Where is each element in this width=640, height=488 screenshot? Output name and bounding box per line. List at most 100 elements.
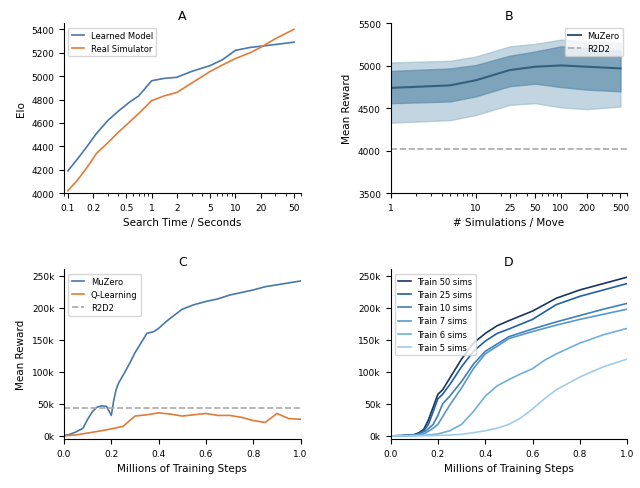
Learned Model: [135, 94, 143, 100]
Train 7 sims: [458, 385, 465, 391]
MuZero: [84, 416, 92, 422]
Real Simulator: [271, 37, 279, 42]
Train 6 sims: [623, 326, 631, 332]
Train 10 sims: [529, 326, 536, 332]
Train 25 sims: [439, 391, 447, 397]
Line: Train 7 sims: Train 7 sims: [390, 309, 627, 436]
Q-Learning: [60, 433, 68, 439]
Learned Model: [219, 58, 227, 63]
Train 25 sims: [420, 428, 428, 434]
Train 10 sims: [439, 401, 447, 407]
Train 6 sims: [446, 428, 454, 434]
Train 50 sims: [493, 323, 501, 329]
Train 10 sims: [410, 432, 418, 438]
Train 6 sims: [422, 432, 430, 438]
Title: C: C: [178, 256, 187, 269]
Line: Train 25 sims: Train 25 sims: [390, 284, 627, 436]
MuZero: [60, 433, 68, 439]
Train 6 sims: [458, 422, 465, 427]
Train 25 sims: [552, 302, 560, 308]
Q-Learning: [190, 412, 198, 418]
Real Simulator: [206, 69, 214, 75]
Train 10 sims: [434, 413, 442, 419]
MuZero: [166, 316, 174, 322]
Train 5 sims: [458, 431, 465, 437]
Train 7 sims: [600, 312, 607, 318]
MuZero: [202, 299, 210, 305]
Title: B: B: [504, 10, 513, 23]
Real Simulator: [148, 99, 156, 104]
Learned Model: [206, 63, 214, 69]
Learned Model: [173, 75, 180, 81]
Train 7 sims: [417, 432, 425, 438]
Q-Learning: [273, 411, 281, 417]
Train 50 sims: [439, 387, 447, 393]
Train 25 sims: [623, 281, 631, 287]
Train 6 sims: [552, 351, 560, 357]
Learned Model: [188, 69, 195, 75]
Learned Model: [232, 48, 239, 54]
Train 5 sims: [600, 364, 607, 370]
Y-axis label: Elo: Elo: [16, 101, 26, 117]
MuZero: [115, 381, 122, 386]
Q-Learning: [226, 413, 234, 419]
Train 7 sims: [410, 432, 418, 438]
Train 50 sims: [470, 341, 477, 346]
Train 5 sims: [434, 433, 442, 439]
MuZero: [582, 64, 590, 70]
Train 25 sims: [600, 287, 607, 293]
Q-Learning: [119, 424, 127, 429]
X-axis label: Search Time / Seconds: Search Time / Seconds: [123, 218, 241, 228]
MuZero: [65, 432, 72, 438]
MuZero: [506, 68, 513, 74]
Train 6 sims: [410, 433, 418, 439]
Real Simulator: [93, 151, 100, 157]
Train 5 sims: [517, 415, 525, 421]
Train 5 sims: [422, 433, 430, 439]
Train 50 sims: [415, 430, 423, 436]
Q-Learning: [202, 411, 210, 417]
Train 50 sims: [420, 427, 428, 432]
X-axis label: Millions of Training Steps: Millions of Training Steps: [444, 464, 574, 473]
Train 5 sims: [410, 433, 418, 439]
MuZero: [93, 405, 101, 410]
Train 6 sims: [600, 332, 607, 338]
Train 50 sims: [429, 405, 437, 410]
Legend: MuZero, R2D2: MuZero, R2D2: [565, 29, 623, 57]
Train 6 sims: [481, 393, 489, 399]
Train 25 sims: [493, 331, 501, 337]
Q-Learning: [95, 428, 103, 434]
Q-Learning: [285, 416, 292, 422]
X-axis label: Millions of Training Steps: Millions of Training Steps: [117, 464, 247, 473]
Train 10 sims: [446, 393, 454, 399]
MuZero: [79, 426, 87, 431]
Legend: Learned Model, Real Simulator: Learned Model, Real Simulator: [68, 29, 156, 57]
Train 25 sims: [446, 382, 454, 388]
Train 7 sims: [399, 433, 406, 439]
Train 50 sims: [458, 356, 465, 362]
Q-Learning: [166, 411, 174, 417]
MuZero: [103, 404, 111, 409]
Train 10 sims: [415, 431, 423, 437]
Train 25 sims: [429, 409, 437, 415]
Train 5 sims: [529, 406, 536, 412]
Train 50 sims: [529, 308, 536, 314]
Line: Train 10 sims: Train 10 sims: [390, 304, 627, 436]
Line: Train 6 sims: Train 6 sims: [390, 329, 627, 436]
Train 7 sims: [552, 323, 560, 328]
Train 50 sims: [623, 275, 631, 281]
Line: Train 50 sims: Train 50 sims: [390, 278, 627, 436]
Learned Model: [104, 119, 111, 124]
Train 5 sims: [493, 426, 501, 431]
Train 6 sims: [576, 341, 584, 346]
Real Simulator: [257, 45, 264, 51]
Train 10 sims: [623, 301, 631, 306]
Train 25 sims: [387, 433, 394, 439]
Learned Model: [93, 131, 100, 137]
Train 6 sims: [434, 431, 442, 437]
Train 50 sims: [505, 318, 513, 324]
Train 25 sims: [410, 432, 418, 438]
Train 7 sims: [387, 433, 394, 439]
MuZero: [150, 329, 158, 335]
Train 25 sims: [415, 430, 423, 436]
